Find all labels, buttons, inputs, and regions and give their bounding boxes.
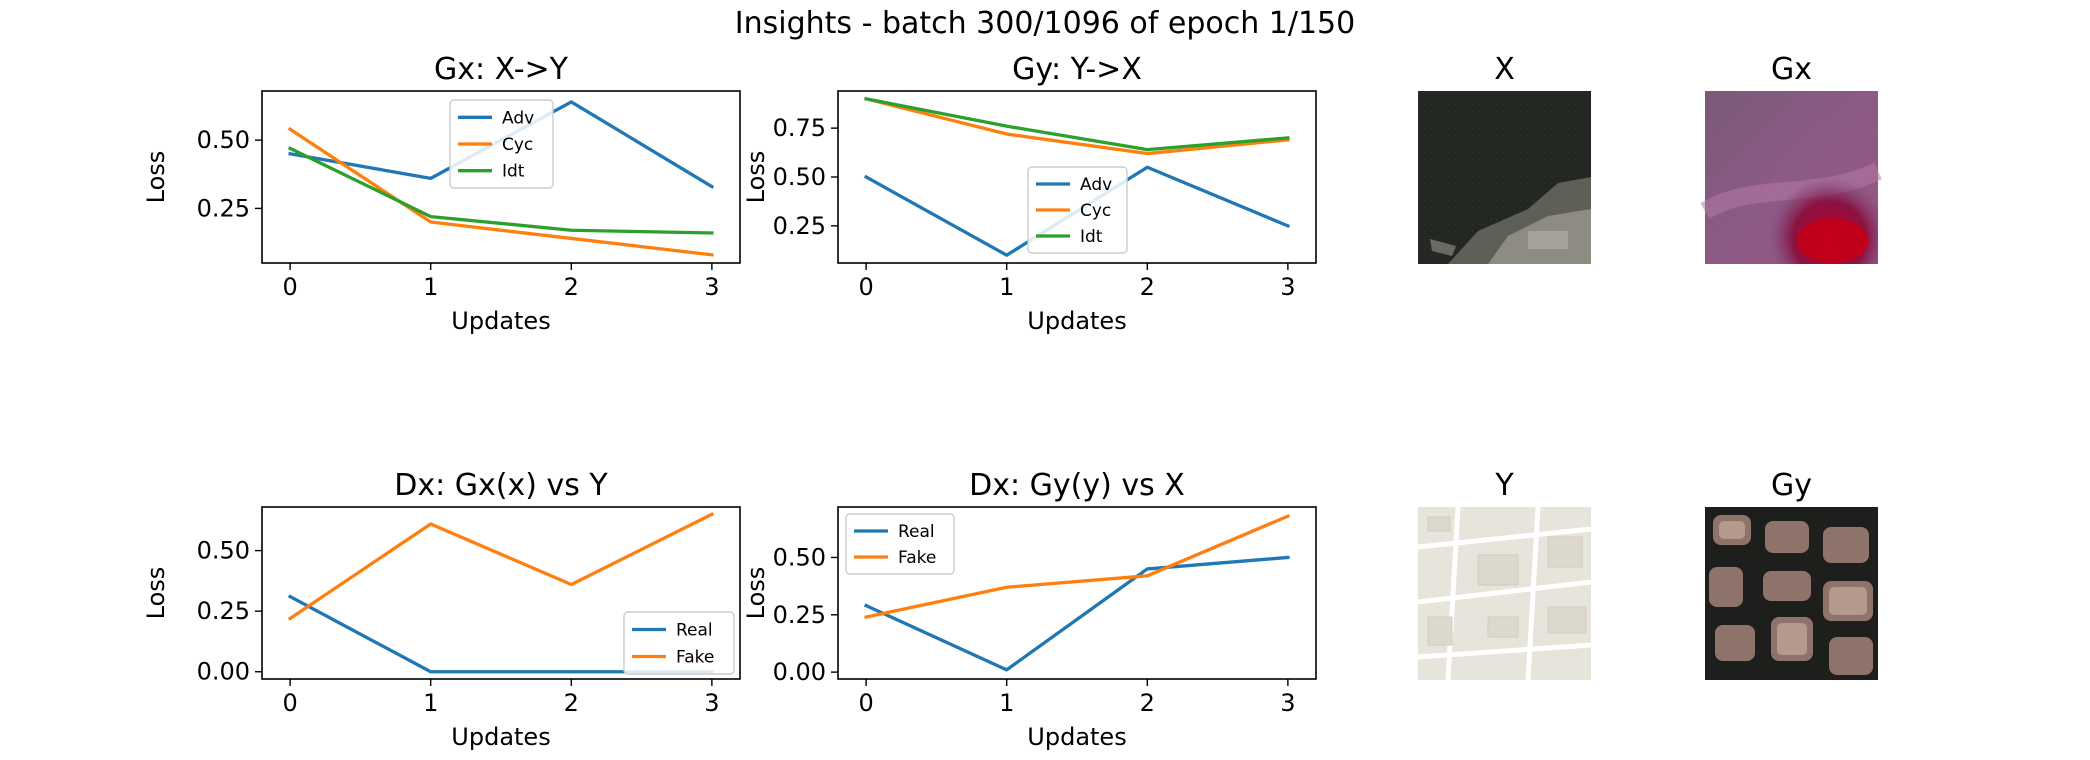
x-axis-label: Updates bbox=[1027, 723, 1126, 751]
image-title: X bbox=[1494, 52, 1515, 87]
legend-frame bbox=[1027, 166, 1128, 254]
y-tick-label: 0.00 bbox=[197, 658, 250, 686]
image-panel-gy: Gy bbox=[1705, 468, 1878, 680]
series-line-cyc bbox=[864, 96, 1290, 156]
x-tick-label: 1 bbox=[423, 273, 438, 301]
x-tick-label: 3 bbox=[1280, 273, 1295, 301]
x-tick-label: 2 bbox=[1140, 273, 1155, 301]
series-line-cyc bbox=[287, 126, 714, 257]
legend-frame bbox=[623, 611, 735, 675]
chart-title: Dx: Gx(x) vs Y bbox=[394, 468, 608, 503]
x-tick-label: 0 bbox=[858, 689, 873, 717]
series-line-idt bbox=[864, 96, 1290, 152]
chart-title: Dx: Gy(y) vs X bbox=[969, 468, 1185, 503]
y-tick-label: 0.50 bbox=[197, 126, 250, 154]
legend-label-adv: Adv bbox=[1080, 175, 1112, 195]
figure-title: Insights - batch 300/1096 of epoch 1/150 bbox=[734, 6, 1356, 41]
y-tick-label: 0.25 bbox=[773, 212, 826, 240]
y-tick-label: 0.25 bbox=[197, 194, 250, 222]
satellite-photo-icon bbox=[1418, 91, 1591, 264]
y-axis-label: Loss bbox=[142, 151, 170, 204]
chart-panel-1: Gy: Y->X 0 1 2 3 0.25 0.50 0.75 Updates Loss Adv Cy… bbox=[742, 52, 1317, 335]
series-line-fake bbox=[287, 512, 715, 621]
legend-label-fake: Fake bbox=[676, 648, 714, 668]
chart-panel-2: Dx: Gx(x) vs Y 0 1 2 3 0.00 0.25 0.50 Updates Los… bbox=[142, 468, 741, 751]
x-tick-label: 0 bbox=[282, 689, 297, 717]
y-tick-label: 0.25 bbox=[773, 601, 826, 629]
image-title: Y bbox=[1494, 468, 1514, 503]
x-tick-label: 2 bbox=[1140, 689, 1155, 717]
image-panel-x: X bbox=[1418, 52, 1591, 264]
chart-panel-3: Dx: Gy(y) vs X 0 1 2 3 0.00 0.25 0.50 Updates Los… bbox=[742, 468, 1317, 751]
y-axis-label: Loss bbox=[742, 151, 770, 204]
series-line-idt bbox=[287, 146, 714, 235]
chart-title: Gx: X->Y bbox=[434, 52, 569, 87]
x-tick-label: 2 bbox=[564, 689, 579, 717]
axes-frame bbox=[261, 90, 741, 264]
legend: Real Fake bbox=[623, 611, 735, 675]
legend-label-real: Real bbox=[676, 621, 713, 641]
generated-satellite-icon bbox=[1705, 507, 1878, 680]
x-tick-label: 1 bbox=[999, 273, 1014, 301]
legend: Adv Cyc Idt bbox=[1027, 166, 1128, 254]
axes-frame bbox=[261, 506, 741, 680]
x-tick-label: 1 bbox=[423, 689, 438, 717]
y-tick-label: 0.50 bbox=[197, 537, 250, 565]
legend: Adv Cyc Idt bbox=[449, 99, 554, 189]
axes-frame bbox=[837, 506, 1317, 680]
legend-label-fake: Fake bbox=[898, 548, 936, 568]
image-title: Gy bbox=[1771, 468, 1812, 503]
legend-label-adv: Adv bbox=[502, 108, 534, 128]
y-tick-label: 0.75 bbox=[773, 114, 826, 142]
y-tick-label: 0.50 bbox=[773, 163, 826, 191]
legend-label-cyc: Cyc bbox=[1080, 201, 1111, 221]
series-line-real bbox=[863, 555, 1290, 672]
x-tick-label: 1 bbox=[999, 689, 1014, 717]
x-tick-label: 0 bbox=[858, 273, 873, 301]
series-line-fake bbox=[864, 514, 1291, 620]
legend-label-idt: Idt bbox=[502, 162, 525, 182]
x-tick-label: 3 bbox=[704, 273, 719, 301]
x-tick-label: 3 bbox=[704, 689, 719, 717]
y-tick-label: 0.00 bbox=[773, 658, 826, 686]
legend-label-idt: Idt bbox=[1080, 227, 1103, 247]
chart-panel-0: Gx: X->Y 0 1 2 3 0.25 0.50 Updates Loss Adv Cyc Idt bbox=[142, 52, 741, 335]
chart-title: Gy: Y->X bbox=[1012, 52, 1142, 87]
x-axis-label: Updates bbox=[451, 307, 550, 335]
legend-frame bbox=[449, 99, 554, 189]
legend: Real Fake bbox=[845, 513, 955, 575]
y-tick-label: 0.50 bbox=[773, 543, 826, 571]
image-panel-y: Y bbox=[1417, 468, 1592, 681]
y-tick-label: 0.25 bbox=[197, 597, 250, 625]
legend-frame bbox=[845, 513, 955, 575]
x-tick-label: 3 bbox=[1280, 689, 1295, 717]
y-axis-label: Loss bbox=[742, 567, 770, 620]
image-panel-gx: Gx bbox=[1700, 52, 1882, 264]
y-axis-label: Loss bbox=[142, 567, 170, 620]
legend-label-real: Real bbox=[898, 522, 935, 542]
legend-label-cyc: Cyc bbox=[502, 135, 533, 155]
street-map-icon bbox=[1417, 506, 1592, 681]
image-title: Gx bbox=[1771, 52, 1812, 87]
x-tick-label: 0 bbox=[282, 273, 297, 301]
generated-map-icon bbox=[1700, 91, 1882, 264]
x-tick-label: 2 bbox=[564, 273, 579, 301]
x-axis-label: Updates bbox=[451, 723, 550, 751]
x-axis-label: Updates bbox=[1027, 307, 1126, 335]
